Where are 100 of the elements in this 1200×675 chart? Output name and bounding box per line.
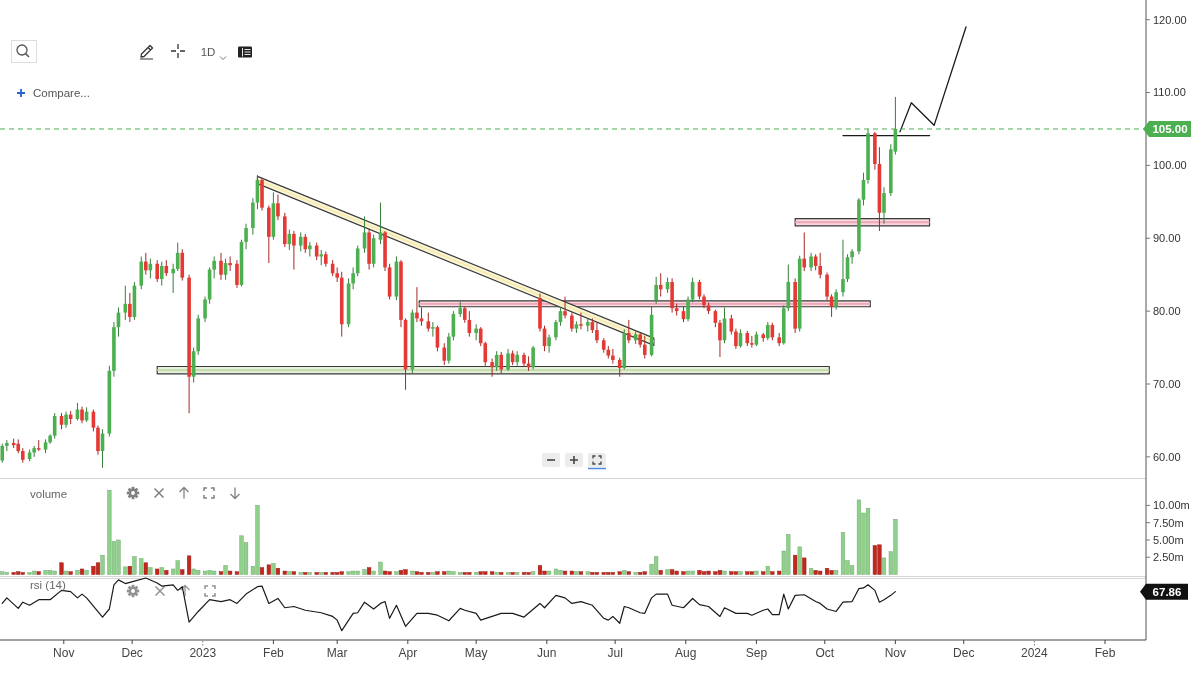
candlestick <box>159 261 164 287</box>
bar <box>793 554 798 575</box>
bar <box>387 571 392 575</box>
candlestick <box>144 252 148 276</box>
candlestick <box>882 186 886 225</box>
bar <box>367 567 372 575</box>
candlestick <box>483 341 488 367</box>
candlestick <box>766 321 770 341</box>
candlestick <box>303 233 308 254</box>
bar <box>515 572 520 575</box>
bar <box>175 560 180 575</box>
candlestick <box>175 242 180 272</box>
candlestick <box>378 202 383 245</box>
candlestick <box>308 241 312 257</box>
bar <box>394 571 399 575</box>
candlestick <box>570 312 574 333</box>
bar <box>574 571 579 575</box>
bar <box>638 572 643 575</box>
y-tick-label: 60.00 <box>1153 450 1181 463</box>
bar <box>717 570 722 575</box>
candlestick <box>611 348 615 365</box>
bar <box>68 571 73 575</box>
candlestick <box>426 312 431 333</box>
bar <box>0 571 5 575</box>
candlestick <box>658 272 663 298</box>
candlestick <box>834 288 838 311</box>
x-tick-label: Aug <box>675 646 697 660</box>
bar <box>298 572 303 575</box>
x-tick-label: Feb <box>263 646 285 660</box>
candlestick <box>686 296 690 322</box>
bar <box>590 572 595 575</box>
bar <box>745 571 750 575</box>
candlestick <box>718 319 722 358</box>
candlestick <box>419 306 424 327</box>
x-tick-label: Nov <box>884 646 907 660</box>
bar <box>127 565 132 575</box>
candlestick <box>617 357 622 378</box>
candlestick <box>219 252 223 281</box>
bar <box>155 568 160 575</box>
bar <box>562 570 568 575</box>
bar <box>323 572 328 575</box>
ref-line-label: 105.00 <box>1152 123 1188 135</box>
candlestick <box>802 231 807 272</box>
bar <box>303 572 308 575</box>
bar <box>271 563 276 575</box>
bar <box>180 569 185 575</box>
bar <box>770 571 775 575</box>
bar <box>765 565 770 575</box>
candlestick <box>547 333 551 354</box>
bar <box>107 489 112 575</box>
x-tick-label: Dec <box>121 646 143 660</box>
bar <box>266 564 271 575</box>
bar <box>594 572 599 575</box>
bar <box>674 570 679 575</box>
candlestick <box>128 292 132 323</box>
bar <box>834 570 839 575</box>
bar <box>410 570 415 575</box>
bar <box>314 572 319 575</box>
bar <box>713 571 718 575</box>
candlestick <box>431 321 435 338</box>
candlestick <box>415 286 419 323</box>
bar <box>20 572 25 575</box>
bar <box>686 570 691 575</box>
bar <box>355 570 360 575</box>
bar <box>665 569 670 575</box>
bar <box>362 569 367 575</box>
x-tick-label: 2023 <box>189 646 217 660</box>
bar <box>435 571 440 575</box>
bar <box>569 570 574 575</box>
bar <box>426 572 431 575</box>
candlestick <box>171 263 175 294</box>
candlestick <box>850 248 854 265</box>
bar <box>526 572 531 575</box>
bar <box>442 571 447 575</box>
candlestick <box>595 321 599 344</box>
bar <box>865 507 871 575</box>
bar <box>829 570 834 575</box>
y-tick-label: 110.00 <box>1153 86 1186 99</box>
bar <box>510 572 515 575</box>
bar <box>802 557 807 575</box>
bar <box>346 571 351 575</box>
candlestick <box>478 326 483 347</box>
bar <box>75 570 80 575</box>
bar <box>458 572 463 575</box>
x-tick-label: May <box>464 646 488 660</box>
bar <box>881 557 887 575</box>
bar <box>143 562 148 575</box>
bar <box>259 567 265 575</box>
x-tick-label: Jul <box>607 646 623 660</box>
bar <box>777 570 782 575</box>
bar <box>622 570 627 575</box>
bar <box>84 570 89 575</box>
candlestick <box>554 319 558 341</box>
bar <box>218 571 224 575</box>
candlestick <box>654 276 658 305</box>
bar <box>840 532 846 575</box>
candlestick <box>0 443 5 464</box>
bar <box>371 570 376 575</box>
bar <box>499 572 504 575</box>
x-tick-label: Dec <box>953 646 975 660</box>
